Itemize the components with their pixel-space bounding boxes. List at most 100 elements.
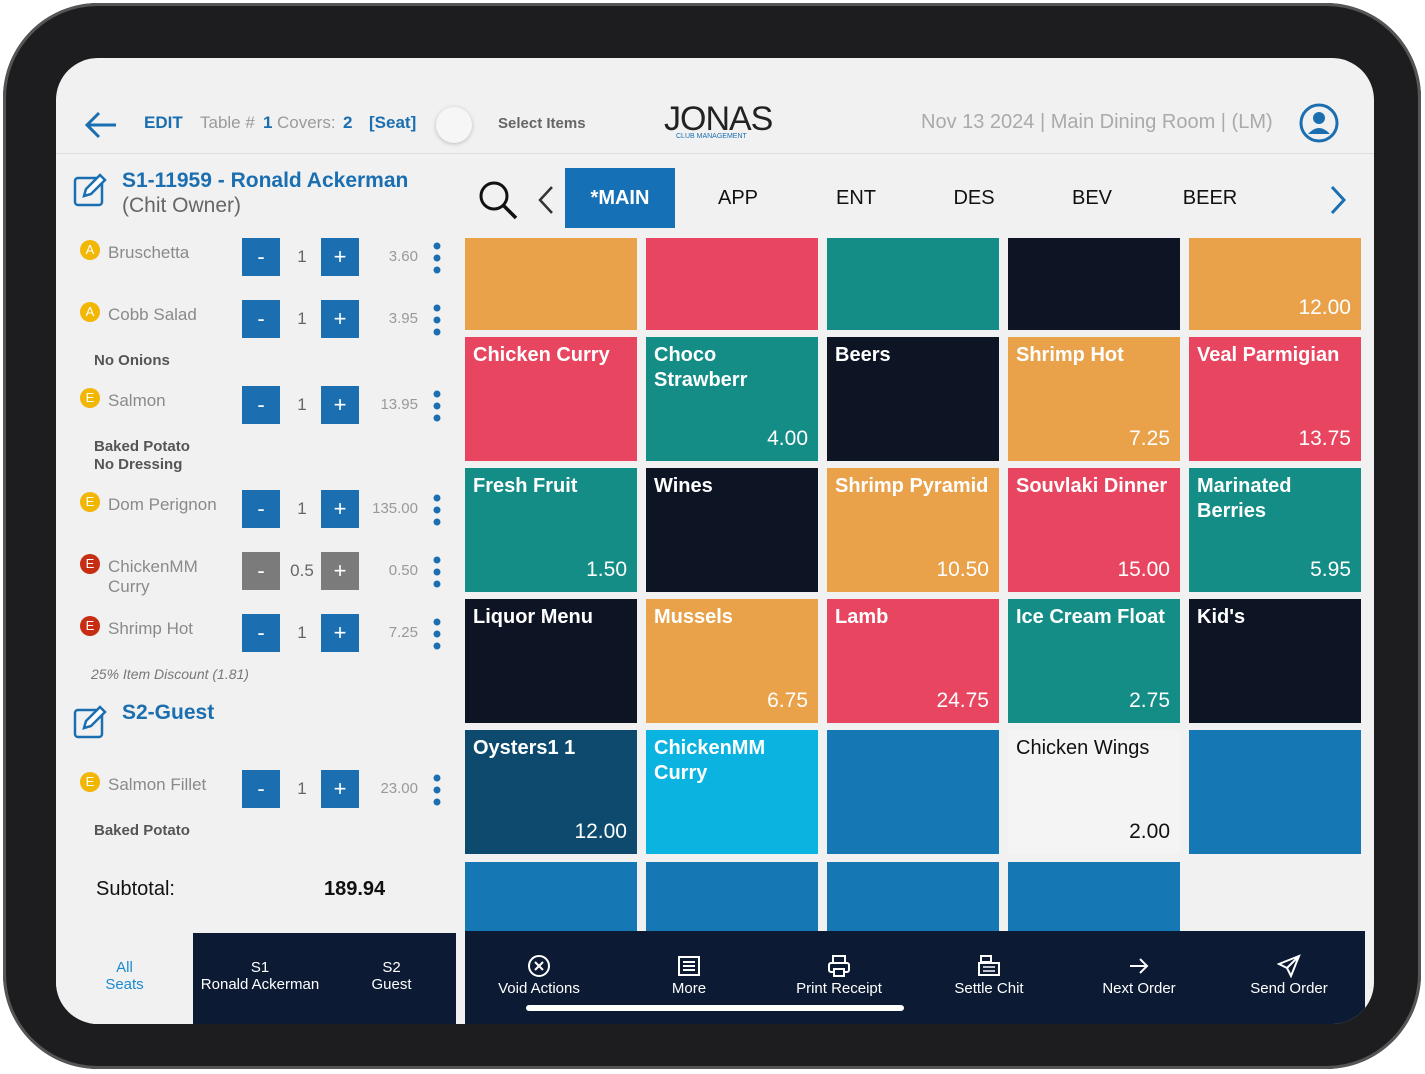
minus-button[interactable]: - (242, 490, 280, 528)
action-button[interactable]: Settle Chit (914, 932, 1064, 1022)
next-category[interactable] (1328, 184, 1348, 216)
minus-button[interactable]: - (242, 300, 280, 338)
item-menu[interactable] (432, 774, 442, 811)
menu-tile[interactable]: Souvlaki Dinner 15.00 (1008, 468, 1180, 592)
item-menu[interactable] (432, 390, 442, 427)
menu-tile[interactable]: Choco Strawberr 4.00 (646, 337, 818, 461)
prev-category[interactable] (536, 184, 556, 216)
quantity: 0.5 (290, 561, 314, 580)
seat-header: S1-11959 - Ronald Ackerman (Chit Owner) (56, 168, 456, 228)
plus-button[interactable]: + (321, 614, 359, 652)
seat-tab[interactable]: S1 Ronald Ackerman (193, 933, 327, 1024)
edit-seat-icon[interactable] (72, 704, 108, 740)
search-button[interactable] (476, 178, 520, 222)
menu-tile[interactable] (1189, 730, 1361, 854)
tile-name: Liquor Menu (473, 606, 593, 628)
profile-button[interactable] (1298, 102, 1340, 144)
minus-button[interactable]: - (242, 386, 280, 424)
menu-tile[interactable]: Shrimp Hot 7.25 (1008, 337, 1180, 461)
seat-tab-line1: S1 (250, 959, 270, 976)
category-tab[interactable]: ENT (836, 187, 876, 209)
menu-tile[interactable] (827, 238, 999, 330)
minus-button[interactable]: - (242, 614, 280, 652)
category-tab[interactable]: BEV (1071, 187, 1113, 209)
menu-tile[interactable] (465, 862, 637, 932)
item-price: 3.95 (388, 310, 418, 327)
seat-button[interactable]: [Seat] (369, 113, 417, 132)
category-tab[interactable]: *MAIN (565, 168, 675, 228)
edit-seat-icon[interactable] (72, 172, 108, 208)
minus-button[interactable]: - (242, 552, 280, 590)
category-tab[interactable]: APP (717, 187, 759, 209)
menu-tile[interactable] (1008, 862, 1180, 932)
item-name: Salmon Fillet (108, 775, 207, 794)
toggle[interactable] (436, 107, 472, 143)
item-note: Baked Potato (94, 438, 190, 455)
item-menu[interactable] (432, 242, 442, 279)
quantity: 1 (297, 247, 307, 266)
back-button[interactable] (84, 110, 118, 140)
menu-tile[interactable]: ChickenMM Curry (646, 730, 818, 854)
menu-tile[interactable]: Liquor Menu (465, 599, 637, 723)
menu-tile[interactable]: Chicken Curry (465, 337, 637, 461)
menu-tile[interactable]: Beers (827, 337, 999, 461)
menu-tile[interactable]: Marinated Berries 5.95 (1189, 468, 1361, 592)
menu-tile[interactable] (646, 862, 818, 932)
category-tab[interactable]: DES (953, 187, 995, 209)
category-tab[interactable]: BEER (1182, 187, 1238, 209)
plus-button[interactable]: + (321, 770, 359, 808)
menu-tile[interactable]: 12.00 (1189, 238, 1361, 330)
screen: EDIT Table # 1 Covers: 2 [Seat] Select I… (56, 58, 1374, 1024)
course-badge: A (80, 240, 100, 260)
minus-button[interactable]: - (242, 770, 280, 808)
item-menu[interactable] (432, 304, 442, 341)
menu-tile[interactable] (465, 238, 637, 330)
order-item: E Shrimp Hot -1 +7.25 (56, 604, 456, 666)
plus-button[interactable]: + (321, 238, 359, 276)
menu-tile[interactable]: Oysters1 1 12.00 (465, 730, 637, 854)
edit-button[interactable]: EDIT (144, 113, 183, 132)
action-label: Send Order (1250, 980, 1328, 997)
tile-name: Beers (835, 344, 891, 366)
menu-tile[interactable] (646, 238, 818, 330)
menu-tile[interactable] (827, 730, 999, 854)
item-price: 7.25 (388, 624, 418, 641)
tile-name: Kid's (1197, 606, 1246, 628)
action-button[interactable]: Send Order (1214, 932, 1364, 1022)
item-price: 13.95 (380, 396, 418, 413)
action-button[interactable]: More (614, 932, 764, 1022)
minus-button[interactable]: - (242, 238, 280, 276)
item-menu[interactable] (432, 618, 442, 655)
plus-button[interactable]: + (321, 490, 359, 528)
menu-tile[interactable] (1008, 238, 1180, 330)
action-icon (678, 956, 700, 976)
menu-tile[interactable]: Wines (646, 468, 818, 592)
menu-tile[interactable]: Mussels 6.75 (646, 599, 818, 723)
seat-title: S2-Guest (122, 701, 215, 724)
seat-title: S1-11959 - Ronald Ackerman (122, 169, 409, 192)
order-list: S1-11959 - Ronald Ackerman (Chit Owner) A B… (56, 168, 456, 848)
menu-tile[interactable]: Ice Cream Float 2.75 (1008, 599, 1180, 723)
plus-button[interactable]: + (321, 552, 359, 590)
seat-tab[interactable]: S2 Guest (327, 933, 456, 1024)
menu-tile[interactable]: Chicken Wings 2.00 (1008, 730, 1180, 854)
action-button[interactable]: Void Actions (464, 932, 614, 1022)
tile-name: Shrimp Hot (1016, 344, 1124, 366)
quantity: 1 (297, 309, 307, 328)
item-menu[interactable] (432, 556, 442, 593)
menu-tile[interactable]: Shrimp Pyramid 10.50 (827, 468, 999, 592)
menu-tile[interactable]: Veal Parmigian 13.75 (1189, 337, 1361, 461)
plus-button[interactable]: + (321, 300, 359, 338)
action-button[interactable]: Print Receipt (764, 932, 914, 1022)
action-icon (528, 955, 550, 977)
plus-button[interactable]: + (321, 386, 359, 424)
menu-tile[interactable] (827, 862, 999, 932)
seat-tab[interactable]: All Seats (56, 933, 193, 1024)
tile-name: Fresh Fruit (473, 475, 578, 497)
action-button[interactable]: Next Order (1064, 932, 1214, 1022)
order-item: E ChickenMM Curry -0.5 +0.50 (56, 542, 456, 604)
item-menu[interactable] (432, 494, 442, 531)
menu-tile[interactable]: Lamb 24.75 (827, 599, 999, 723)
menu-tile[interactable]: Fresh Fruit 1.50 (465, 468, 637, 592)
menu-tile[interactable]: Kid's (1189, 599, 1361, 723)
